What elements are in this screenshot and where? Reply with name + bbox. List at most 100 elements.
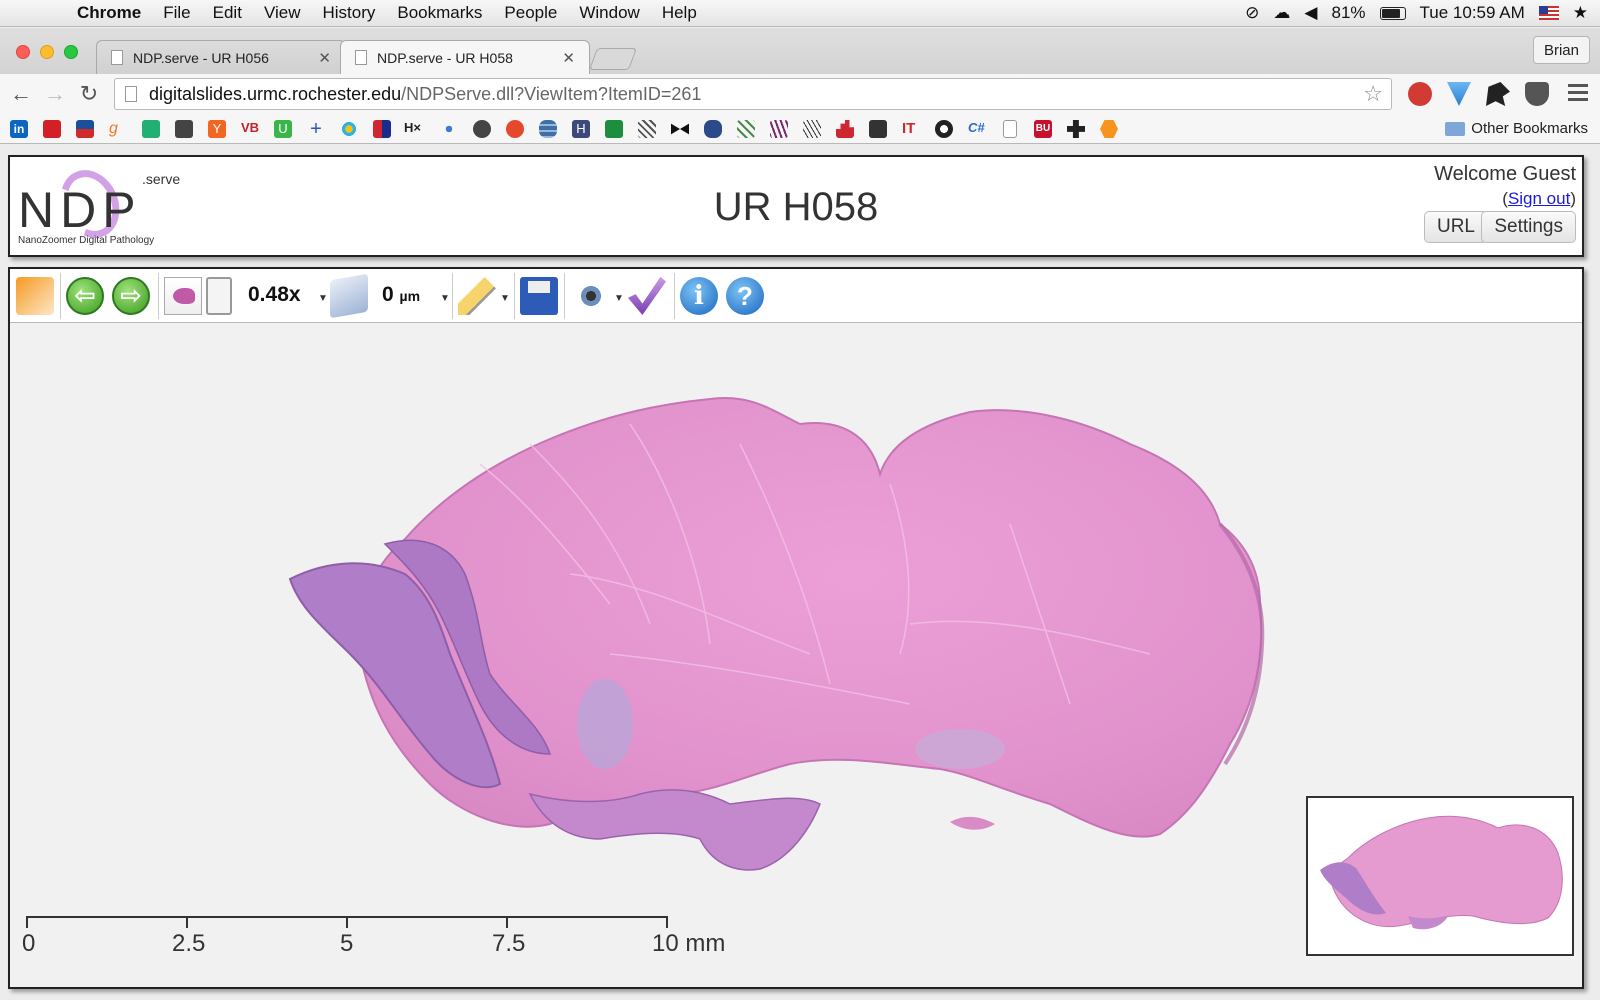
menu-history[interactable]: History <box>322 3 376 22</box>
address-bar[interactable]: digitalslides.urmc.rochester.edu /NDPSer… <box>114 78 1392 110</box>
profile-button[interactable]: Brian <box>1532 36 1590 64</box>
view-options-eye-icon[interactable] <box>570 277 612 315</box>
slide-label-icon[interactable] <box>206 277 232 315</box>
back-icon[interactable]: ← <box>10 81 32 106</box>
menu-edit[interactable]: Edit <box>212 3 242 22</box>
zoom-dropdown-icon[interactable]: ▼ <box>318 293 328 304</box>
help-icon[interactable]: ? <box>726 277 764 315</box>
other-bookmarks[interactable]: Other Bookmarks <box>1445 120 1588 137</box>
bookmark-icon-3[interactable] <box>76 120 94 138</box>
ycombinator-bookmark-icon[interactable]: Y <box>208 120 226 138</box>
zoom-window-button[interactable] <box>64 45 78 59</box>
url-button[interactable]: URL <box>1423 211 1488 243</box>
menu-view[interactable]: View <box>263 3 301 22</box>
bookmark-icon-csharp[interactable]: C# <box>968 120 985 135</box>
star-icon[interactable]: ★ <box>1572 3 1588 22</box>
bookmark-icon-14[interactable] <box>440 120 458 138</box>
bookmark-icon-2[interactable] <box>43 120 61 138</box>
overview-navigator[interactable] <box>1306 796 1574 956</box>
input-source-flag-icon[interactable] <box>1538 6 1559 20</box>
bookmark-icon-it[interactable]: IT <box>902 120 916 137</box>
fit-to-screen-icon[interactable] <box>16 277 54 315</box>
reload-icon[interactable]: ↻ <box>79 81 99 106</box>
bookmark-icon-31[interactable] <box>1003 120 1017 138</box>
forward-icon[interactable]: → <box>44 81 66 106</box>
bookmark-icon-16[interactable] <box>506 120 524 138</box>
zoom-level[interactable]: 0.48x <box>248 283 301 306</box>
chrome-menu-icon[interactable] <box>1568 84 1588 102</box>
bookmark-icon-u[interactable]: U <box>274 120 292 138</box>
depth-dropdown-icon[interactable]: ▼ <box>440 293 450 304</box>
bookmark-icon-bu[interactable]: BU <box>1034 120 1052 138</box>
close-window-button[interactable] <box>16 45 30 59</box>
pocket-extension-icon[interactable] <box>1525 82 1549 106</box>
bookmark-icon-17[interactable] <box>539 120 557 138</box>
annotate-dropdown-icon[interactable]: ▼ <box>500 293 510 304</box>
bookmark-icon-29[interactable] <box>935 120 953 138</box>
bookmark-star-icon[interactable]: ☆ <box>1363 81 1383 106</box>
page-icon <box>111 50 123 65</box>
bookmark-icon-27[interactable] <box>869 120 887 138</box>
bookmark-icon-6[interactable] <box>175 120 193 138</box>
linkedin-bookmark-icon[interactable]: in <box>10 120 28 138</box>
menu-file[interactable]: File <box>163 3 191 22</box>
sign-out-link[interactable]: Sign out <box>1507 189 1571 208</box>
slide-image[interactable]: 0 2.5 5 7.5 10 mm <box>10 324 1582 987</box>
bookmark-icon-19[interactable] <box>605 120 623 138</box>
clock[interactable]: Tue 10:59 AM <box>1419 3 1525 22</box>
bookmark-icon-33[interactable] <box>1067 120 1085 138</box>
bookmark-icon-hx[interactable]: H× <box>404 120 421 135</box>
menu-people[interactable]: People <box>504 3 558 22</box>
scale-label-10-mm: 10 mm <box>652 930 726 957</box>
focus-depth-value: 0 <box>382 283 394 306</box>
bookmark-icon-23[interactable] <box>737 120 755 138</box>
previous-slide-icon[interactable]: ⇦ <box>66 277 104 315</box>
bookmark-icon-plus[interactable]: + <box>310 118 322 140</box>
bookmark-icon-vb[interactable]: VB <box>241 120 260 135</box>
close-tab-icon[interactable]: ✕ <box>318 49 331 67</box>
bird-extension-icon[interactable] <box>1486 82 1510 106</box>
tab-ur-h058[interactable]: NDP.serve - UR H058 ✕ <box>340 40 590 74</box>
bookmark-icon-25[interactable] <box>803 120 821 138</box>
bookmark-icon-26[interactable] <box>836 120 854 138</box>
next-slide-icon[interactable]: ⇨ <box>112 277 150 315</box>
bookmark-icon-20[interactable] <box>638 120 656 138</box>
settings-button[interactable]: Settings <box>1481 211 1576 243</box>
close-tab-icon[interactable]: ✕ <box>562 49 575 67</box>
tab-ur-h056[interactable]: NDP.serve - UR H056 ✕ <box>96 40 346 74</box>
thumbnail-toggle-icon[interactable] <box>164 277 202 315</box>
stop-extension-icon[interactable] <box>1408 82 1432 106</box>
bookmark-icon-11[interactable] <box>340 120 358 138</box>
menu-bookmarks[interactable]: Bookmarks <box>397 3 483 22</box>
cloud-icon[interactable]: ☁ <box>1273 3 1291 22</box>
bookmark-icon-g[interactable]: g <box>109 120 118 137</box>
bookmark-icon-34[interactable] <box>1100 120 1118 138</box>
info-icon[interactable]: i <box>680 277 718 315</box>
bookmark-icon-24[interactable] <box>770 120 788 138</box>
menu-window[interactable]: Window <box>579 3 640 22</box>
menu-app-name[interactable]: Chrome <box>77 3 142 22</box>
view-options-dropdown-icon[interactable]: ▼ <box>614 293 624 304</box>
bookmark-icon-h[interactable]: H <box>572 120 590 138</box>
checkmark-icon[interactable] <box>628 277 666 315</box>
bookmark-icon-12[interactable] <box>373 120 391 138</box>
battery-percent: 81% <box>1331 3 1366 22</box>
bookmark-icon-15[interactable] <box>473 120 491 138</box>
logo-letters: NDP <box>18 182 142 238</box>
menu-help[interactable]: Help <box>661 3 697 22</box>
battery-icon[interactable] <box>1379 6 1406 20</box>
save-icon[interactable] <box>520 277 558 315</box>
focus-layers-icon[interactable] <box>330 273 368 319</box>
volume-icon[interactable]: ◀ <box>1304 3 1318 22</box>
signout-paren-open: ( <box>1502 189 1508 208</box>
focus-depth[interactable]: 0 µm <box>382 283 420 307</box>
bookmark-icon-21[interactable] <box>671 123 689 135</box>
new-tab-button[interactable] <box>588 48 638 70</box>
bookmark-icon-5[interactable] <box>142 120 160 138</box>
minimize-window-button[interactable] <box>40 45 54 59</box>
bookmark-icon-22[interactable] <box>704 120 722 138</box>
annotate-pencil-icon[interactable] <box>458 277 496 315</box>
do-not-disturb-icon[interactable]: ⊘ <box>1245 3 1260 22</box>
folder-icon <box>1445 121 1466 136</box>
vpn-extension-icon[interactable] <box>1447 82 1471 106</box>
